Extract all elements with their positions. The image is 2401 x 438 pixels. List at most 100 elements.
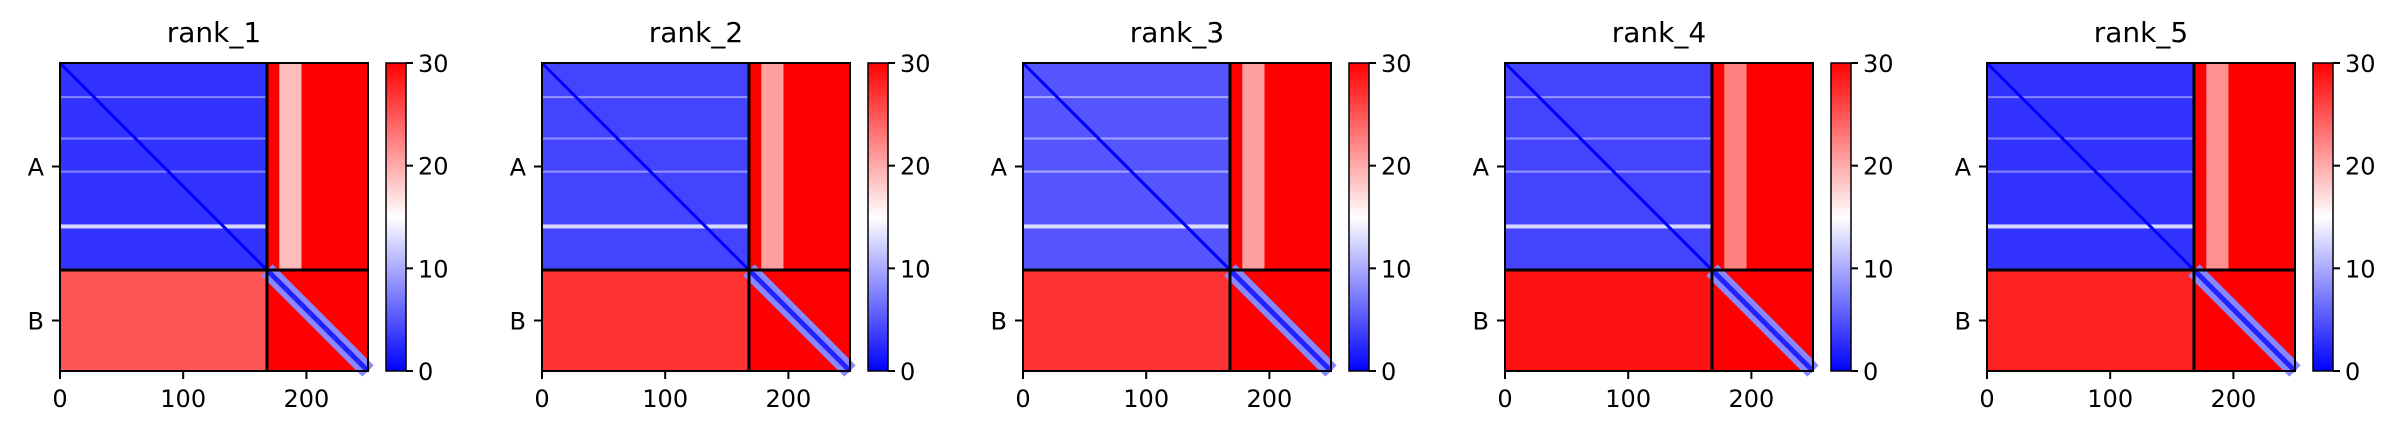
stripe-AB — [1724, 63, 1747, 270]
streak — [1987, 137, 2194, 140]
streak — [1505, 137, 1712, 140]
colorbar-tick-label: 30 — [1381, 50, 1412, 78]
colorbar — [2312, 62, 2334, 372]
colorbar-tick-label: 10 — [418, 255, 449, 283]
block-BA — [60, 269, 267, 371]
x-tick-label: 0 — [1979, 385, 1994, 413]
x-tick-label: 200 — [283, 385, 329, 413]
colorbar — [1348, 62, 1370, 372]
y-tick-label: B — [510, 307, 526, 335]
colorbar-tick-label: 0 — [1381, 358, 1396, 386]
diagonal-AA — [1503, 61, 1714, 272]
y-tick-label: A — [28, 153, 45, 181]
panel-rank_4: rank_4 0 100 200 A B 0 10 20 30 — [1473, 16, 1894, 413]
plot-frame — [541, 62, 851, 372]
block-BA — [1987, 269, 2194, 371]
colorbar — [385, 62, 407, 372]
x-tick-label: 100 — [1123, 385, 1169, 413]
plot-frame — [59, 62, 369, 372]
panel-rank_3: rank_3 0 100 200 A B 0 10 20 30 — [991, 16, 1412, 413]
diagonal-BB — [1228, 268, 1333, 373]
x-tick-label: 200 — [1246, 385, 1292, 413]
y-tick-label: A — [991, 153, 1008, 181]
x-tick-label: 0 — [52, 385, 67, 413]
x-tick-label: 200 — [2210, 385, 2256, 413]
streak — [1023, 96, 1230, 99]
block-BA — [542, 269, 749, 371]
streak — [1987, 224, 2194, 229]
colorbar-tick-label: 30 — [2345, 50, 2376, 78]
colorbar-tick-label: 30 — [1863, 50, 1894, 78]
colorbar-tick-label: 20 — [418, 153, 449, 181]
colorbar — [867, 62, 889, 372]
colorbar-tick-label: 20 — [1863, 153, 1894, 181]
streak — [1023, 137, 1230, 140]
x-tick-label: 100 — [2087, 385, 2133, 413]
diagonal-AA — [540, 61, 751, 272]
streak — [60, 137, 267, 140]
streak — [1987, 96, 2194, 99]
stripe-AB — [2206, 63, 2229, 270]
colorbar — [1830, 62, 1852, 372]
panel-rank_2: rank_2 0 100 200 A B 0 10 20 30 — [510, 16, 931, 413]
y-tick-label: A — [510, 153, 527, 181]
x-tick-label: 100 — [160, 385, 206, 413]
streak — [60, 170, 267, 173]
panel-rank_5: rank_5 0 100 200 A B 0 10 20 30 — [1955, 16, 2376, 413]
plot-frame — [1986, 62, 2296, 372]
plot-frame — [1022, 62, 1332, 372]
colorbar-tick-label: 0 — [1863, 358, 1878, 386]
panel-title: rank_5 — [2094, 16, 2188, 49]
colorbar-tick-label: 20 — [900, 153, 931, 181]
streak — [1023, 224, 1230, 229]
y-tick-label: B — [991, 307, 1007, 335]
colorbar-tick-label: 30 — [418, 50, 449, 78]
stripe-AB — [761, 63, 784, 270]
diagonal-AA — [1985, 61, 2196, 272]
streak — [542, 96, 749, 99]
x-tick-label: 0 — [1015, 385, 1030, 413]
panel-title: rank_4 — [1612, 16, 1706, 49]
diagonal-AA — [58, 61, 269, 272]
block-BA — [1023, 269, 1230, 371]
y-tick-label: B — [1473, 307, 1489, 335]
stripe-AB — [1242, 63, 1265, 270]
y-tick-label: A — [1955, 153, 1972, 181]
streak — [1023, 170, 1230, 173]
x-tick-label: 200 — [765, 385, 811, 413]
diagonal-BB — [1710, 268, 1815, 373]
x-tick-label: 0 — [1497, 385, 1512, 413]
panel-title: rank_2 — [649, 16, 743, 49]
colorbar-tick-label: 0 — [418, 358, 433, 386]
streak — [1987, 170, 2194, 173]
colorbar-tick-label: 0 — [900, 358, 915, 386]
x-tick-label: 200 — [1728, 385, 1774, 413]
panel-title: rank_1 — [167, 16, 261, 49]
plot-frame — [1504, 62, 1814, 372]
colorbar-tick-label: 10 — [900, 255, 931, 283]
diagonal-AA — [1021, 61, 1232, 272]
diagonal-BB — [2192, 268, 2297, 373]
streak — [1505, 96, 1712, 99]
streak — [542, 170, 749, 173]
x-tick-label: 100 — [1605, 385, 1651, 413]
colorbar-tick-label: 10 — [2345, 255, 2376, 283]
colorbar-tick-label: 30 — [900, 50, 931, 78]
block-BA — [1505, 269, 1712, 371]
diagonal-BB — [265, 268, 370, 373]
y-tick-label: B — [1955, 307, 1971, 335]
streak — [60, 224, 267, 229]
streak — [1505, 170, 1712, 173]
colorbar-tick-label: 10 — [1381, 255, 1412, 283]
streak — [542, 224, 749, 229]
x-tick-label: 0 — [534, 385, 549, 413]
streak — [1505, 224, 1712, 229]
diagonal-BB — [747, 268, 852, 373]
colorbar-tick-label: 0 — [2345, 358, 2360, 386]
colorbar-tick-label: 10 — [1863, 255, 1894, 283]
y-tick-label: A — [1473, 153, 1490, 181]
x-tick-label: 100 — [642, 385, 688, 413]
y-tick-label: B — [28, 307, 44, 335]
streak — [60, 96, 267, 99]
